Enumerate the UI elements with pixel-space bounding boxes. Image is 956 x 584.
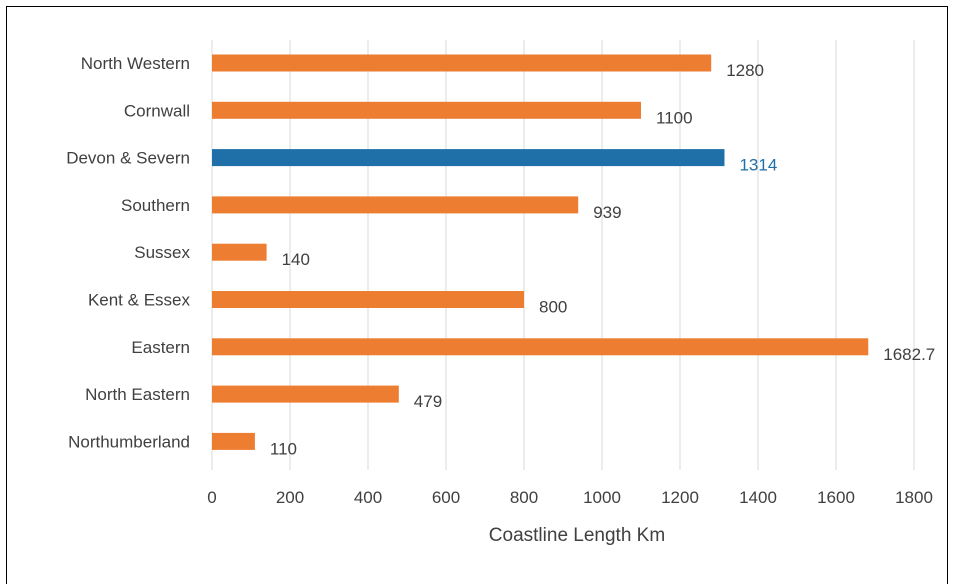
category-label: Eastern <box>131 338 190 357</box>
value-label: 110 <box>270 439 297 458</box>
x-tick-label: 1800 <box>895 488 933 507</box>
x-tick-label: 1200 <box>661 488 699 507</box>
category-label: Northumberland <box>68 432 190 451</box>
bar <box>212 54 712 72</box>
bar <box>212 291 524 308</box>
x-tick-label: 1400 <box>739 488 777 507</box>
category-label: North Western <box>81 54 190 73</box>
x-tick-label: 0 <box>207 488 216 507</box>
category-label: North Eastern <box>85 385 190 404</box>
value-label: 1280 <box>726 61 764 80</box>
category-label: Sussex <box>134 243 190 262</box>
x-tick-label: 1600 <box>817 488 855 507</box>
bar <box>212 149 725 167</box>
value-label: 1314 <box>739 156 777 175</box>
category-labels: North Western Cornwall Devon & Severn South… <box>66 54 190 451</box>
x-tick-label: 600 <box>432 488 460 507</box>
value-label: 1682.7 <box>883 345 935 364</box>
category-label: Southern <box>121 196 190 215</box>
bar <box>212 338 869 356</box>
bar <box>212 243 267 261</box>
category-label: Devon & Severn <box>66 149 190 168</box>
value-label: 939 <box>593 203 621 222</box>
category-label: Kent & Essex <box>88 291 191 310</box>
x-tick-label: 1000 <box>583 488 621 507</box>
x-axis-title: Coastline Length Km <box>489 525 665 546</box>
value-label: 140 <box>282 250 310 269</box>
value-label: 800 <box>539 298 567 317</box>
category-label: Cornwall <box>124 101 190 120</box>
bar <box>212 196 579 214</box>
x-tick-label: 200 <box>276 488 304 507</box>
bar <box>212 101 641 119</box>
x-tick-labels: 0 200 400 600 800 1000 1200 1400 1600 1800 <box>207 488 933 507</box>
bars <box>212 54 869 450</box>
x-tick-label: 800 <box>510 488 538 507</box>
bar <box>212 385 399 403</box>
bar <box>212 432 255 450</box>
value-labels: 1280 1100 1314 939 140 800 1682.7 479 110 <box>270 61 935 458</box>
x-tick-label: 400 <box>354 488 382 507</box>
value-label: 1100 <box>656 108 693 127</box>
value-label: 479 <box>414 392 442 411</box>
